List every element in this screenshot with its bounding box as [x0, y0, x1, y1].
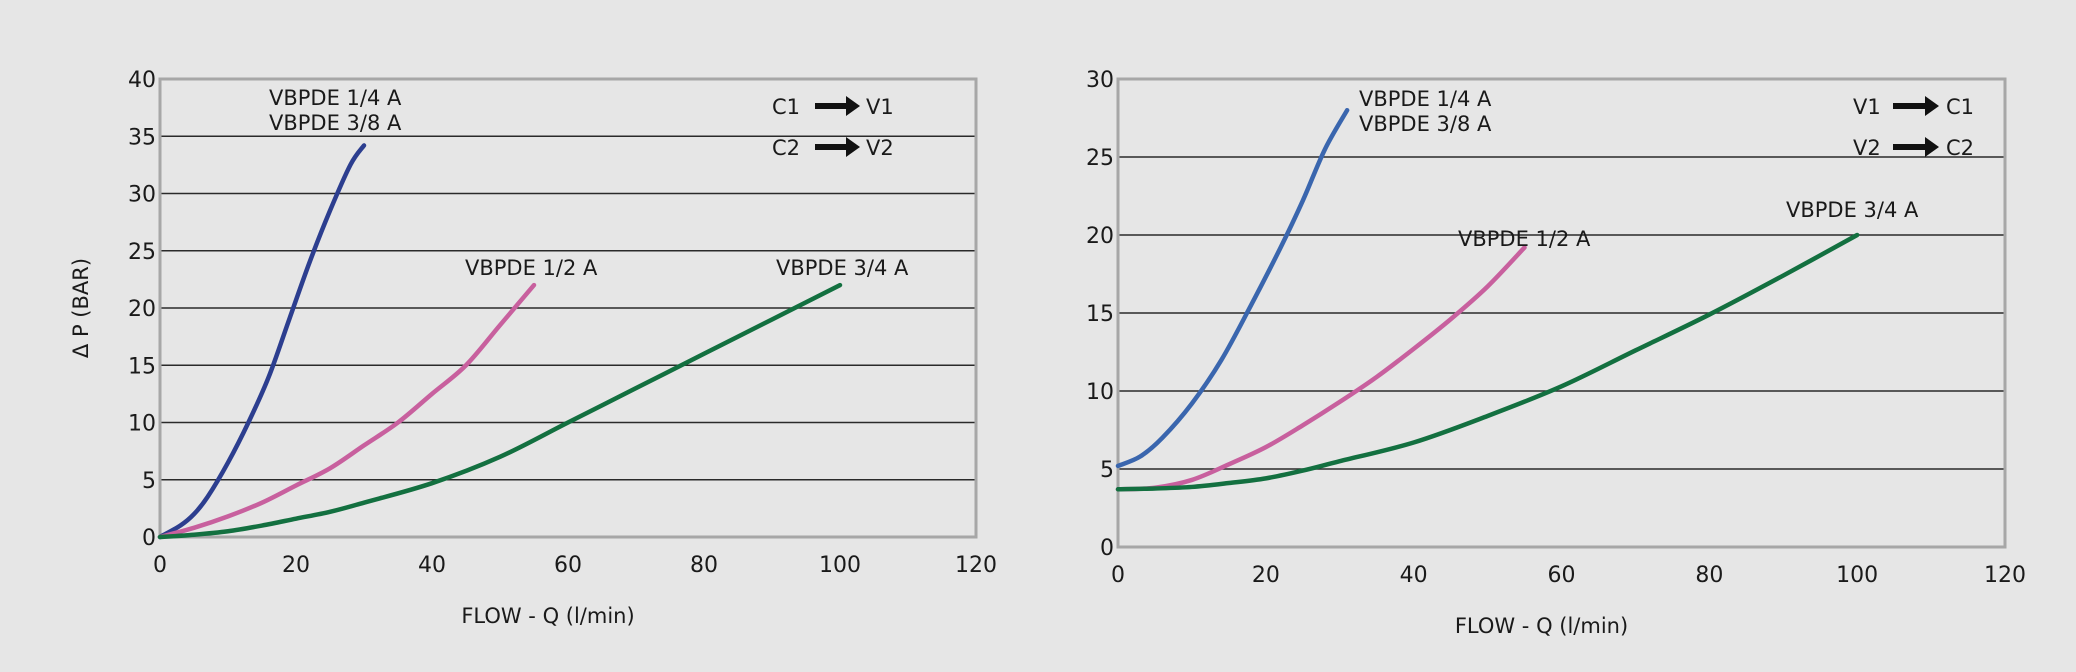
flow-from-label: V1: [1853, 95, 1881, 119]
flow-to-label: C2: [1946, 136, 1974, 160]
chart-right: 0 5 10 15 20 25 30 0 20 40 60 80 100 120…: [1086, 68, 2026, 638]
y-tick: 20: [1086, 224, 1114, 249]
y-tick: 10: [1086, 380, 1114, 405]
series-label: VBPDE 3/4 A: [776, 256, 909, 280]
x-tick: 100: [819, 553, 861, 578]
series-group-left: [157, 143, 843, 540]
x-tick: 120: [955, 553, 997, 578]
y-tick: 15: [128, 354, 156, 379]
y-tick: 40: [128, 68, 156, 93]
flow-arrow-icon: [1893, 96, 1939, 116]
flow-from-label: C2: [772, 136, 800, 160]
flow-from-label: C1: [772, 95, 800, 119]
x-tick: 40: [418, 553, 446, 578]
series-line: [157, 282, 843, 540]
x-axis-label: FLOW - Q (l/min): [1455, 614, 1628, 638]
series-label: VBPDE 3/4 A: [1786, 198, 1919, 222]
x-tick: 100: [1836, 563, 1878, 588]
y-tick: 35: [128, 125, 156, 150]
x-tick: 80: [690, 553, 718, 578]
x-ticks-right: 0 20 40 60 80 100 120: [1111, 563, 2026, 588]
series-line: [1115, 107, 1350, 469]
series-label: VBPDE 1/2 A: [1458, 227, 1591, 251]
x-tick: 60: [554, 553, 582, 578]
y-tick: 15: [1086, 302, 1114, 327]
flow-from-label: V2: [1853, 136, 1881, 160]
x-tick: 60: [1548, 563, 1576, 588]
series-line: [1115, 245, 1527, 492]
x-tick: 0: [1111, 563, 1125, 588]
plot-frame-right: [1116, 77, 2007, 549]
x-tick: 80: [1695, 563, 1723, 588]
flow-direction-legend-right: V1 C1 V2 C2: [1853, 95, 1974, 160]
series-label: VBPDE 3/8 A: [1359, 112, 1492, 136]
series-group-right: [1115, 107, 1860, 492]
series-labels-left: VBPDE 1/4 A VBPDE 3/8 A VBPDE 1/2 A VBPD…: [269, 86, 909, 280]
flow-arrow-icon: [1893, 137, 1939, 157]
chart-left: 0 5 10 15 20 25 30 35 40 0 20 40 60 80 1…: [69, 68, 997, 628]
x-axis-label: FLOW - Q (l/min): [461, 604, 634, 628]
y-tick: 20: [128, 297, 156, 322]
flow-direction-legend-left: C1 V1 C2 V2: [772, 95, 894, 160]
flow-to-label: V1: [866, 95, 894, 119]
y-tick: 25: [128, 240, 156, 265]
flow-arrow-icon: [815, 96, 860, 116]
y-tick: 25: [1086, 146, 1114, 171]
y-tick: 30: [128, 183, 156, 208]
series-line: [157, 282, 537, 540]
y-tick: 0: [1100, 536, 1114, 561]
x-tick: 20: [282, 553, 310, 578]
x-tick: 120: [1984, 563, 2026, 588]
series-labels-right: VBPDE 1/4 A VBPDE 3/8 A VBPDE 1/2 A VBPD…: [1359, 87, 1919, 251]
series-label: VBPDE 1/4 A: [1359, 87, 1492, 111]
y-axis-label: Δ P (BAR): [69, 258, 93, 358]
y-ticks-right: 0 5 10 15 20 25 30: [1086, 68, 1114, 561]
plot-frame-left: [158, 77, 978, 539]
y-tick: 5: [1100, 458, 1114, 483]
series-line: [1115, 232, 1860, 492]
y-tick: 10: [128, 412, 156, 437]
flow-arrow-icon: [815, 137, 860, 157]
x-tick: 40: [1400, 563, 1428, 588]
x-tick: 20: [1252, 563, 1280, 588]
x-ticks-left: 0 20 40 60 80 100 120: [153, 553, 997, 578]
series-label: VBPDE 1/4 A: [269, 86, 402, 110]
series-label: VBPDE 1/2 A: [465, 256, 598, 280]
series-label: VBPDE 3/8 A: [269, 111, 402, 135]
x-tick: 0: [153, 553, 167, 578]
y-tick: 0: [142, 526, 156, 551]
flow-to-label: C1: [1946, 95, 1974, 119]
y-ticks-left: 0 5 10 15 20 25 30 35 40: [128, 68, 156, 551]
y-tick: 5: [142, 469, 156, 494]
y-tick: 30: [1086, 68, 1114, 93]
flow-to-label: V2: [866, 136, 894, 160]
series-line: [157, 143, 367, 540]
